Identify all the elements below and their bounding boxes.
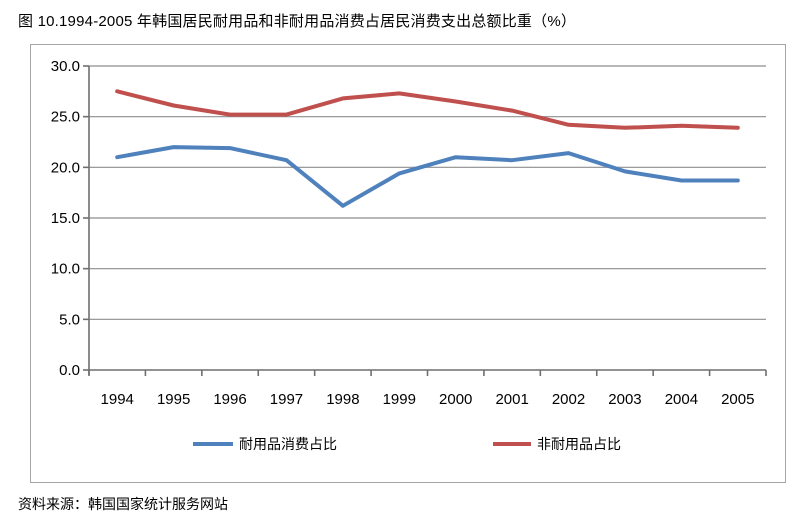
page-title: 图 10.1994-2005 年韩国居民耐用品和非耐用品消费占居民消费支出总额比… xyxy=(18,13,577,30)
x-tick-label: 1998 xyxy=(326,391,359,408)
y-tick-label: 25.0 xyxy=(51,109,80,126)
x-tick-label: 1999 xyxy=(383,391,416,408)
source-note: 资料来源：韩国国家统计服务网站 xyxy=(18,496,228,512)
y-tick-label: 30.0 xyxy=(51,58,80,75)
x-tick-label: 1997 xyxy=(270,391,303,408)
x-tick-label: 2003 xyxy=(608,391,641,408)
legend-label-0: 耐用品消费占比 xyxy=(239,436,337,452)
x-tick-label: 2001 xyxy=(495,391,528,408)
x-tick-label: 1994 xyxy=(101,391,134,408)
y-tick-label: 10.0 xyxy=(51,261,80,278)
x-tick-label: 1996 xyxy=(213,391,246,408)
x-tick-label: 2002 xyxy=(552,391,585,408)
x-tick-label: 2005 xyxy=(721,391,754,408)
chart-frame: 0.0 5.0 10.0 15.0 20.0 25.0 30.0 1994 1995 1996 19… xyxy=(30,44,786,483)
y-tick-label: 15.0 xyxy=(51,210,80,227)
legend-label-1: 非耐用品占比 xyxy=(537,436,621,452)
y-tick-label: 20.0 xyxy=(51,159,80,176)
y-tick-label: 0.0 xyxy=(59,362,80,379)
series-line-1 xyxy=(115,89,740,130)
x-tick-label: 1995 xyxy=(157,391,190,408)
line-chart: 0.0 5.0 10.0 15.0 20.0 25.0 30.0 1994 1995 1996 19… xyxy=(51,58,767,452)
y-tick-label: 5.0 xyxy=(59,311,80,328)
series-line-0 xyxy=(115,145,740,208)
x-tick-label: 2000 xyxy=(439,391,472,408)
x-tick-label: 2004 xyxy=(665,391,698,408)
